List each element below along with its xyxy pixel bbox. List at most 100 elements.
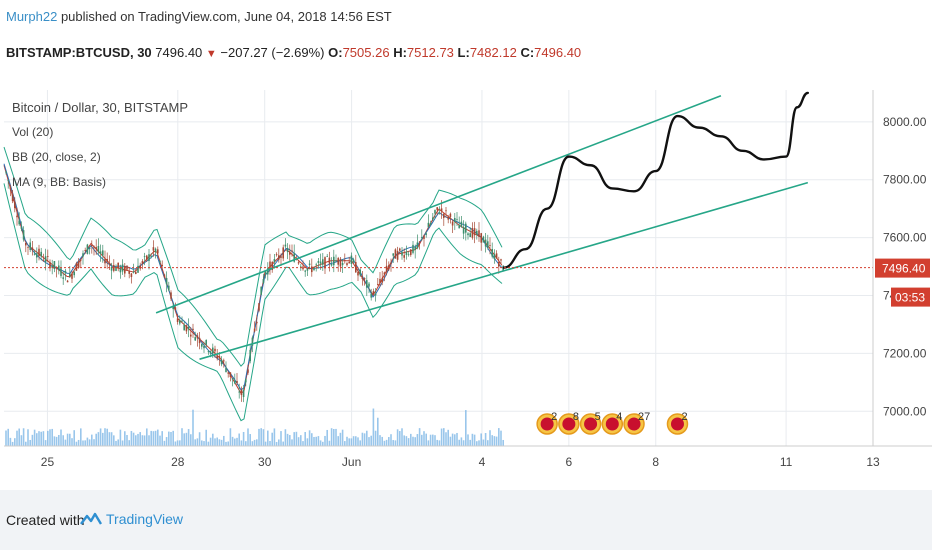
volume-bar-98 <box>220 439 223 446</box>
volume-bar-86 <box>194 439 196 446</box>
volume-bar-107 <box>240 440 243 446</box>
candle-body-38 <box>88 247 91 250</box>
event-badge-4 <box>627 417 641 431</box>
volume-bar-77 <box>174 441 177 446</box>
volume-bar-216 <box>480 433 482 446</box>
volume-bar-217 <box>482 439 485 446</box>
volume-bar-141 <box>315 436 317 446</box>
candle-body-172 <box>383 272 386 275</box>
candle-body-32 <box>75 263 78 271</box>
volume-bar-125 <box>280 431 282 446</box>
open-label: O: <box>328 45 343 60</box>
volume-bar-88 <box>198 432 201 446</box>
volume-bar-193 <box>429 434 432 446</box>
candle-body-150 <box>335 260 337 262</box>
candle-body-101 <box>227 372 229 374</box>
volume-bar-121 <box>271 432 273 446</box>
channel-line-0 <box>155 95 722 314</box>
volume-bar-119 <box>267 430 269 446</box>
volume-bar-117 <box>262 429 265 446</box>
candle-body-217 <box>482 236 485 243</box>
candle-body-225 <box>500 259 502 261</box>
candle-body-89 <box>201 343 203 347</box>
candle-body-148 <box>330 264 333 266</box>
candle-body-64 <box>146 255 148 261</box>
volume-bar-90 <box>203 441 205 446</box>
candle-body-62 <box>141 261 144 264</box>
candle-body-135 <box>302 266 304 270</box>
candle-body-47 <box>108 263 111 264</box>
candle-body-14 <box>36 253 38 258</box>
candle-body-109 <box>245 379 247 383</box>
volume-bar-67 <box>152 431 155 446</box>
volume-bar-65 <box>148 435 150 446</box>
volume-bar-71 <box>161 431 163 446</box>
volume-bar-81 <box>183 433 185 446</box>
candle-body-30 <box>71 273 73 279</box>
brand-name: TradingView <box>106 511 184 527</box>
volume-bar-189 <box>421 434 423 446</box>
volume-bar-75 <box>170 431 172 446</box>
volume-bar-99 <box>223 435 225 446</box>
candle-body-13 <box>33 253 36 255</box>
candle-body-185 <box>412 244 414 253</box>
volume-bar-130 <box>291 439 293 446</box>
candle-body-67 <box>152 247 155 251</box>
candle-body-197 <box>438 212 441 214</box>
candle-body-128 <box>286 247 289 253</box>
x-tick-2: 30 <box>258 455 272 469</box>
volume-bar-21 <box>51 428 53 446</box>
y-tick-1: 7800.00 <box>883 173 927 187</box>
candle-body-221 <box>491 249 493 257</box>
volume-bar-17 <box>42 431 45 446</box>
price-chart[interactable]: 2 8 5 4 27 2 8000.007800.007600.007200.007000… <box>0 90 932 490</box>
volume-bar-4 <box>14 438 16 446</box>
volume-bar-80 <box>181 428 183 446</box>
close-value: 7496.40 <box>534 45 582 60</box>
volume-bar-48 <box>110 432 113 446</box>
volume-bar-93 <box>209 437 212 446</box>
candle-body-119 <box>267 268 269 275</box>
candle-body-214 <box>476 230 478 235</box>
published-text: published on TradingView.com, June 04, 2… <box>60 9 392 24</box>
volume-bar-12 <box>31 434 34 446</box>
volume-bar-40 <box>93 439 95 446</box>
candle-body-167 <box>372 291 375 295</box>
volume-bar-5 <box>16 430 18 446</box>
volume-bar-143 <box>319 440 322 446</box>
volume-bar-170 <box>379 435 381 446</box>
volume-bar-164 <box>366 430 368 446</box>
candle-body-98 <box>220 359 223 365</box>
tradingview-logo[interactable]: TradingView <box>80 506 183 532</box>
candle-body-79 <box>179 320 181 324</box>
low-value: 7482.12 <box>469 45 517 60</box>
candle-body-126 <box>282 247 284 259</box>
volume-bar-43 <box>99 428 102 446</box>
candlesticks <box>5 170 504 403</box>
candle-body-193 <box>429 222 432 225</box>
candle-body-71 <box>161 264 163 266</box>
candle-body-160 <box>357 271 359 276</box>
candle-body-200 <box>445 210 447 212</box>
candle-body-212 <box>471 228 474 238</box>
volume-bar-146 <box>326 429 328 446</box>
candle-body-175 <box>390 262 392 264</box>
candle-body-188 <box>418 241 421 243</box>
author-link[interactable]: Murph22 <box>6 9 58 24</box>
candle-body-146 <box>326 256 328 258</box>
volume-bar-131 <box>293 432 295 446</box>
volume-bar-14 <box>36 433 38 446</box>
candle-body-125 <box>280 256 282 258</box>
volume-bar-190 <box>423 431 425 446</box>
candle-body-173 <box>385 265 388 272</box>
candle-body-156 <box>348 261 350 264</box>
volume-bar-134 <box>300 435 302 446</box>
candle-body-122 <box>273 259 276 262</box>
candle-body-93 <box>209 351 212 354</box>
volume-bar-38 <box>88 439 91 446</box>
last-price: 7496.40 <box>155 45 203 60</box>
candle-body-16 <box>40 251 42 257</box>
y-tick-0: 8000.00 <box>883 115 927 129</box>
candle-body-105 <box>236 381 238 383</box>
candle-body-196 <box>436 207 438 210</box>
